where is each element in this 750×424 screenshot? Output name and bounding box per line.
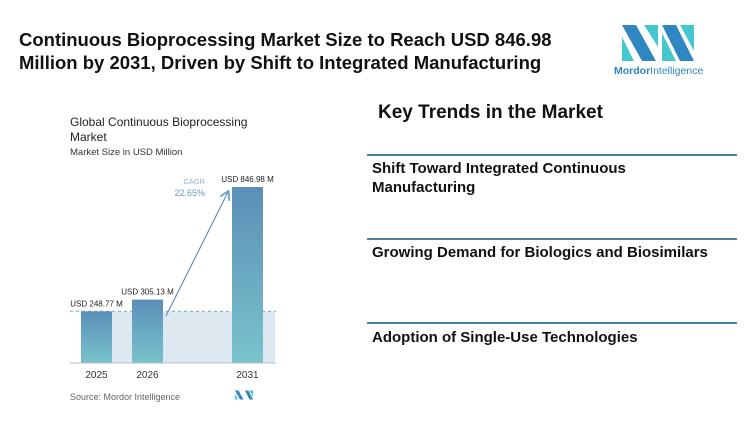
page-title: Continuous Bioprocessing Market Size to … bbox=[19, 29, 552, 73]
bar-2025 bbox=[81, 311, 112, 363]
x-tick-label: 2025 bbox=[85, 370, 108, 381]
chart-source: Source: Mordor Intelligence bbox=[70, 392, 181, 402]
bar-chart: USD 248.77 M 2025 USD 305.13 M 2026 USD 846.… bbox=[70, 175, 276, 381]
divider bbox=[367, 322, 737, 324]
cagr-label: CAGR bbox=[183, 177, 205, 186]
data-label: USD 846.98 M bbox=[221, 175, 274, 184]
x-tick-label: 2026 bbox=[136, 370, 159, 381]
divider bbox=[367, 238, 737, 240]
chart-title: Global Continuous Bioprocessing Market bbox=[70, 115, 248, 144]
divider bbox=[367, 154, 737, 156]
logo-text: MordorIntelligence bbox=[614, 65, 704, 77]
data-label: USD 248.77 M bbox=[70, 299, 123, 308]
key-trends-title: Key Trends in the Market bbox=[378, 102, 603, 123]
trend-item: Growing Demand for Biologics and Biosimi… bbox=[372, 244, 708, 261]
data-label: USD 305.13 M bbox=[121, 288, 174, 297]
cagr-arrow bbox=[165, 192, 228, 317]
bar-2026 bbox=[132, 299, 163, 363]
trend-item: Adoption of Single-Use Technologies bbox=[372, 329, 638, 346]
chart-subtitle: Market Size in USD Million bbox=[70, 147, 183, 158]
trend-item: Shift Toward Integrated Continuous Manuf… bbox=[372, 160, 626, 196]
x-tick-label: 2031 bbox=[236, 370, 259, 381]
mordor-logo-icon bbox=[622, 25, 694, 61]
cagr-value: 22.65% bbox=[174, 188, 205, 198]
bar-2031 bbox=[232, 187, 263, 363]
source-logo-icon bbox=[235, 390, 253, 400]
